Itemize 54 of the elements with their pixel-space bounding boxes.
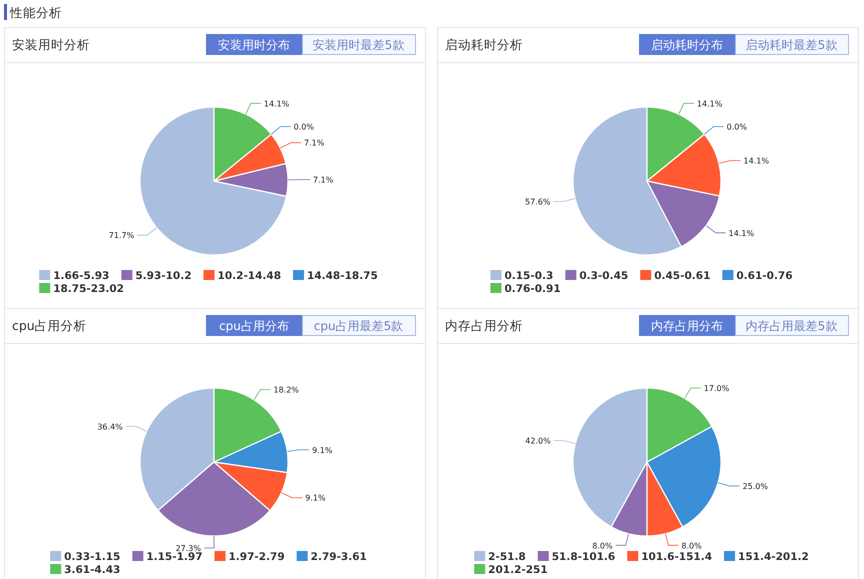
data-label: 25.0% [742, 482, 768, 491]
data-label: 7.1% [312, 176, 334, 185]
button: 内存占用最差5款 [735, 315, 849, 336]
text: 0.0% [294, 122, 314, 132]
pie-slice [139, 106, 288, 256]
legend-label: 2-51.8 [488, 551, 526, 563]
button: 内存占用分布 [639, 315, 736, 336]
chart-title: 内存占用分析 [445, 318, 523, 333]
data-label: 9.1% [305, 494, 326, 503]
data-label: 9.1% [312, 446, 333, 455]
button: 安装用时最差5款 [302, 34, 416, 55]
data-label: 7.1% [304, 138, 325, 148]
data-label: 8.0% [681, 541, 702, 550]
legend-label: 14.48-18.75 [307, 270, 378, 282]
text: 0.0% [726, 122, 747, 132]
button: 启动耗时最差5款 [735, 34, 849, 55]
data-label: 57.6% [525, 197, 551, 206]
data-label: 27.3% [176, 544, 202, 553]
legend-label: 5.93-10.2 [135, 270, 192, 282]
chart-title: cpu占用分析 [12, 318, 87, 333]
button: cpu占用最差5款 [302, 315, 416, 336]
chart-title: 安装用时分析 [12, 37, 90, 52]
data-label: 14.1% [744, 156, 770, 166]
legend-label: 10.2-14.48 [218, 270, 282, 282]
legend-label: 51.8-101.6 [552, 551, 616, 563]
legend-label: 1.15-1.97 [146, 551, 202, 563]
legend-label: 1.97-2.79 [228, 551, 285, 563]
data-label: 36.4% [97, 422, 124, 432]
data-label: 71.7% [108, 231, 135, 240]
legend-label: 101.6-151.4 [641, 551, 712, 563]
data-label: 14.1% [696, 99, 723, 108]
data-label: 14.1% [264, 99, 290, 108]
data-label: 42.0% [525, 436, 552, 446]
chart-title: 启动耗时分析 [445, 37, 523, 52]
legend-label: 1.66-5.93 [53, 270, 110, 282]
legend-label: 2.79-3.61 [310, 551, 367, 563]
button: 安装用时分布 [206, 34, 303, 55]
legend-label: 0.3-0.45 [579, 270, 628, 282]
button: cpu占用分布 [206, 315, 303, 336]
legend-label: 0.76-0.91 [504, 283, 561, 295]
legend-label: 3.61-4.43 [64, 564, 120, 576]
data-label: 17.0% [704, 384, 730, 393]
legend-label: 151.4-201.2 [738, 551, 809, 563]
legend-label: 0.61-0.76 [736, 270, 793, 282]
legend-label: 18.75-23.02 [53, 283, 124, 295]
data-label: 8.0% [592, 541, 614, 550]
legend-label: 0.15-0.3 [504, 270, 554, 282]
data-label: 14.1% [728, 228, 754, 238]
text: 性能分析 [9, 5, 62, 20]
legend-label: 201.2-251 [488, 564, 548, 576]
button: 启动耗时分布 [639, 34, 736, 55]
legend-label: 0.33-1.15 [64, 551, 120, 563]
data-label: 18.2% [273, 386, 300, 395]
legend-label: 0.45-0.61 [654, 270, 710, 282]
